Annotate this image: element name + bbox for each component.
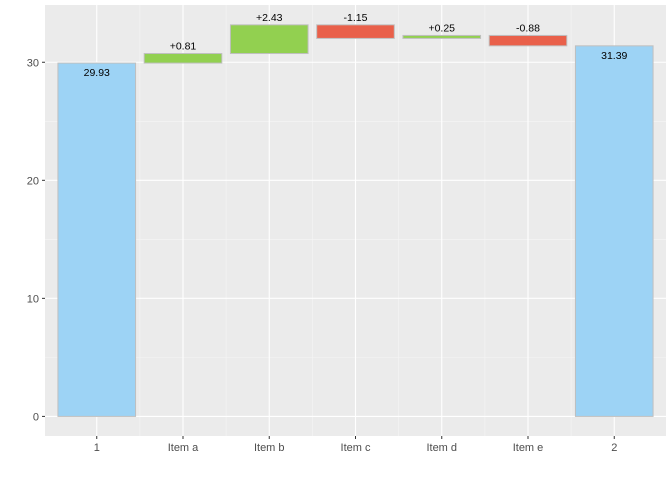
data-label-increase: +0.25	[428, 22, 455, 34]
x-tick-label: Item a	[168, 442, 199, 454]
bar-total	[57, 62, 137, 417]
y-tick-label: 0	[33, 411, 39, 423]
y-tick-label: 30	[27, 57, 39, 69]
x-tick-label: 1	[94, 442, 100, 454]
y-tick-label: 10	[27, 293, 39, 305]
bar-increase	[229, 24, 309, 55]
x-axis: 1 Item a Item b Item c Item d Item e 2	[94, 436, 617, 454]
bar-decrease	[488, 34, 568, 47]
x-tick-label: Item b	[254, 442, 285, 454]
data-label-total: 29.93	[84, 67, 110, 79]
y-tick-label: 20	[27, 175, 39, 187]
data-label-total: 31.39	[601, 50, 627, 62]
data-label-decrease: -0.88	[516, 22, 540, 34]
bar-increase	[143, 53, 223, 64]
waterfall-bars	[57, 24, 654, 417]
bar-decrease	[316, 24, 395, 39]
bar-increase	[402, 34, 482, 39]
data-label-decrease: -1.15	[344, 12, 368, 24]
x-tick-label: Item d	[426, 442, 457, 454]
y-axis: 0 10 20 30	[27, 57, 45, 423]
data-label-increase: +0.81	[170, 41, 197, 53]
x-tick-label: Item c	[341, 442, 371, 454]
x-tick-label: Item e	[513, 442, 544, 454]
data-labels: 29.93 +0.81 +2.43 -1.15 +0.25 -0.88 31.39	[84, 12, 628, 79]
data-label-increase: +2.43	[256, 12, 283, 24]
x-tick-label: 2	[611, 442, 617, 454]
bar-total	[574, 45, 654, 417]
